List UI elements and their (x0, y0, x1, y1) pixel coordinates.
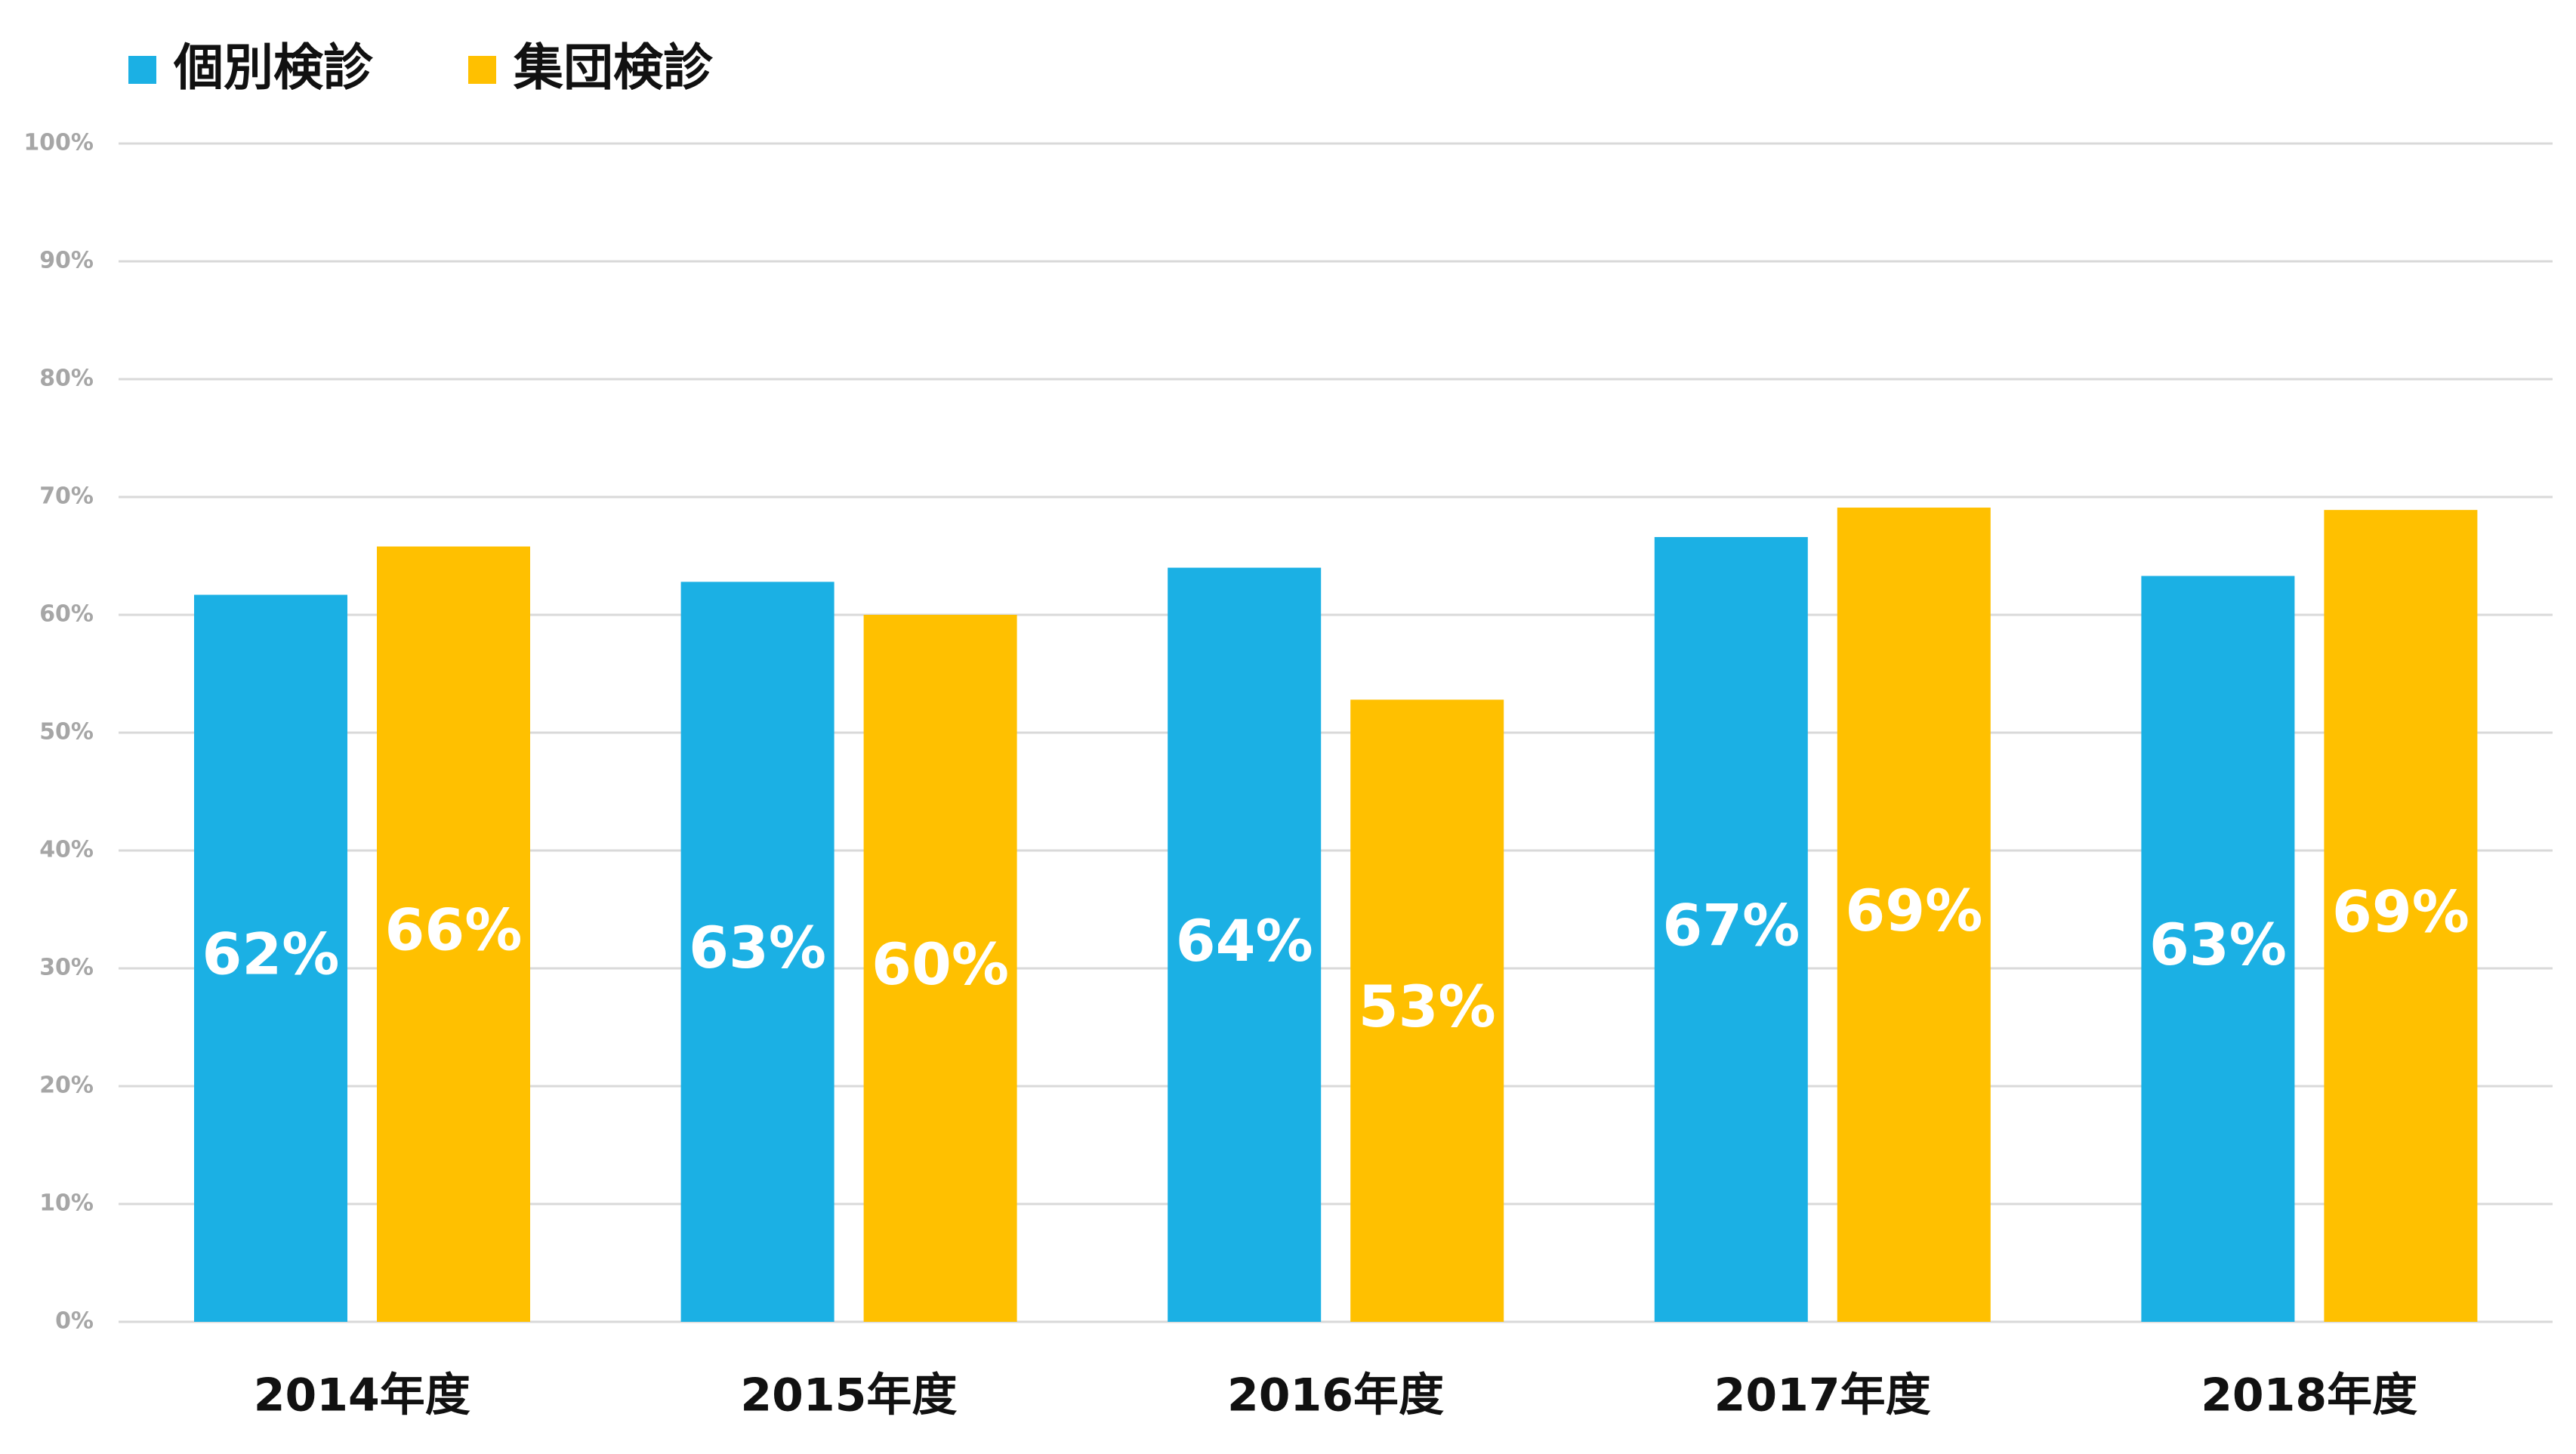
bar (2141, 576, 2295, 1322)
x-tick-label: 2018年度 (2201, 1369, 2417, 1422)
value-label: 64% (1176, 907, 1313, 974)
bar (2324, 510, 2478, 1323)
y-tick-label: 70% (39, 483, 94, 510)
x-tick-label: 2017年度 (1714, 1369, 1931, 1422)
value-label: 60% (872, 931, 1009, 998)
x-tick-label: 2014年度 (254, 1369, 470, 1422)
bar (1168, 567, 1322, 1322)
y-tick-label: 80% (39, 366, 94, 392)
value-label: 63% (2149, 911, 2287, 978)
y-tick-label: 40% (39, 837, 94, 863)
value-label: 66% (385, 897, 523, 964)
value-label: 63% (689, 914, 826, 981)
y-tick-label: 10% (39, 1190, 94, 1217)
legend-label: 集団検診 (513, 39, 714, 97)
x-tick-label: 2015年度 (740, 1369, 957, 1422)
value-label: 69% (2332, 878, 2470, 946)
value-label: 69% (1845, 877, 1982, 944)
y-tick-label: 30% (39, 955, 94, 981)
bar (1837, 508, 1991, 1322)
value-label: 53% (1359, 973, 1496, 1040)
legend-label: 個別検診 (173, 39, 374, 97)
value-label: 67% (1662, 892, 1800, 959)
bar (377, 546, 530, 1322)
y-tick-label: 60% (39, 601, 94, 628)
bar (1654, 537, 1808, 1322)
y-tick-label: 20% (39, 1073, 94, 1099)
bar (680, 582, 835, 1322)
y-tick-label: 100% (23, 130, 94, 156)
x-tick-label: 2016年度 (1227, 1369, 1444, 1422)
bar (194, 594, 347, 1322)
y-tick-label: 0% (55, 1308, 94, 1335)
bar (863, 615, 1017, 1322)
y-tick-label: 90% (39, 248, 94, 274)
legend-swatch (128, 56, 156, 84)
bar (1350, 699, 1504, 1322)
value-label: 62% (202, 921, 340, 988)
legend-swatch (468, 56, 496, 84)
y-tick-label: 50% (39, 719, 94, 746)
